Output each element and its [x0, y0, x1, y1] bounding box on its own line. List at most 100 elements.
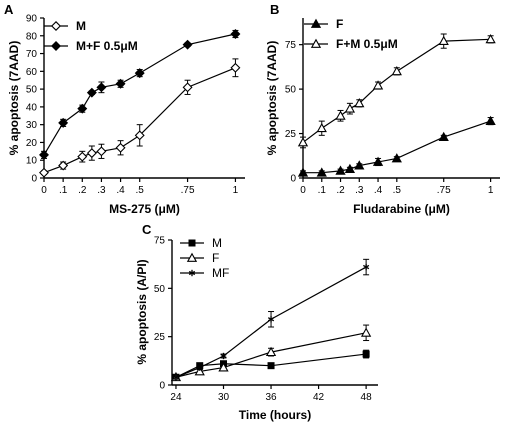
y-tick-label: 50	[154, 284, 166, 295]
data-point	[39, 167, 49, 178]
y-tick-label: 0	[290, 174, 296, 185]
data-point	[265, 346, 277, 357]
legend-entry: M	[180, 236, 222, 250]
x-tick-label: 1	[488, 185, 494, 196]
data-point	[363, 263, 370, 271]
legend-marker	[186, 252, 198, 262]
x-tick-label: .5	[393, 185, 402, 196]
y-tick-label: 40	[26, 102, 38, 113]
data-point	[172, 374, 180, 381]
y-tick-label: 75	[285, 40, 297, 51]
x-tick-label: .75	[181, 185, 195, 196]
data-point	[372, 80, 384, 90]
series-line	[303, 120, 491, 174]
x-tick-label: .2	[78, 185, 87, 196]
x-tick-label: .5	[136, 185, 145, 196]
legend-label: M+F 0.5μM	[76, 39, 138, 53]
data-point	[438, 131, 449, 142]
x-tick-label: 36	[265, 392, 277, 403]
data-point	[335, 165, 346, 175]
legend-marker	[51, 41, 61, 51]
data-point	[58, 160, 69, 171]
legend-entry: M+F 0.5μM	[44, 39, 138, 53]
y-tick-label: 25	[154, 332, 166, 343]
series-f-m-0-5-m	[297, 33, 496, 149]
data-point	[96, 146, 107, 157]
data-point	[86, 87, 97, 98]
data-point	[438, 35, 449, 46]
y-tick-label: 20	[26, 138, 38, 149]
series-f	[170, 324, 372, 382]
series-line	[43, 67, 236, 174]
x-tick-label: .3	[97, 185, 106, 196]
y-tick-label: 50	[285, 85, 297, 96]
data-point	[485, 34, 496, 44]
legend-entry: F	[180, 251, 219, 265]
data-point	[297, 167, 309, 177]
y-tick-label: 30	[26, 120, 38, 131]
data-point	[230, 62, 241, 73]
legend-entry: F	[304, 17, 343, 31]
series-m	[39, 58, 241, 178]
data-point	[194, 366, 205, 376]
series-mf	[172, 258, 370, 381]
x-tick-label: .1	[59, 185, 68, 196]
x-tick-label: .2	[336, 185, 345, 196]
data-point	[220, 352, 227, 360]
data-point	[362, 350, 370, 358]
data-point	[316, 167, 327, 177]
data-point	[115, 78, 126, 89]
legend-label: M	[212, 236, 222, 250]
data-point	[354, 160, 365, 170]
data-point	[354, 98, 365, 108]
panel-a: A 0 10 20 30 40 50 60 70 80 90 0 .1 .2 .3 .4 .5 .75 1 MS-27…	[4, 2, 245, 216]
y-tick-label: 70	[26, 49, 38, 60]
data-point	[344, 103, 356, 113]
data-point	[115, 142, 126, 153]
x-tick-label: .1	[318, 185, 327, 196]
panel-letter: A	[4, 2, 14, 17]
data-point	[360, 327, 372, 337]
y-tick-label: 0	[31, 174, 37, 185]
x-tick-label: 1	[233, 185, 239, 196]
x-axis-title: Time (hours)	[239, 408, 311, 422]
data-point	[230, 29, 241, 39]
y-tick-label: 25	[285, 129, 297, 140]
legend-entry: M	[44, 19, 86, 33]
y-tick-label: 90	[26, 14, 38, 25]
data-point	[485, 115, 496, 126]
data-point	[372, 156, 384, 166]
y-tick-label: 0	[159, 381, 165, 392]
data-point	[77, 103, 88, 114]
data-point	[134, 130, 145, 141]
data-point	[86, 148, 97, 159]
x-axis-title: Fludarabine (μM)	[353, 202, 450, 216]
data-point	[182, 82, 193, 93]
x-tick-label: 24	[170, 392, 182, 403]
y-tick-label: 10	[26, 156, 38, 167]
legend-entry: MF	[180, 266, 229, 280]
x-axis-title: MS-275 (μM)	[109, 202, 180, 216]
x-tick-label: .4	[374, 185, 383, 196]
data-point	[134, 68, 145, 79]
y-axis-title: % apoptosis (7AAD)	[265, 41, 279, 156]
legend-label: M	[76, 19, 86, 33]
data-point	[344, 163, 356, 174]
series-line	[302, 38, 491, 143]
legend-label: F	[336, 17, 343, 31]
data-point	[58, 117, 69, 128]
y-tick-label: 60	[26, 67, 38, 78]
y-axis-title: % apoptosis (7AAD)	[7, 41, 21, 156]
legend-label: F+M 0.5μM	[336, 37, 398, 51]
y-tick-label: 75	[154, 236, 166, 247]
legend-marker	[188, 269, 196, 277]
data-point	[335, 110, 346, 120]
x-tick-label: 0	[41, 185, 47, 196]
data-point	[267, 362, 275, 370]
series-f	[297, 115, 496, 177]
x-tick-label: .4	[116, 185, 125, 196]
y-axis-title: % apoptosis (A/PI)	[135, 259, 149, 364]
x-tick-label: 42	[313, 392, 325, 403]
data-point	[391, 66, 402, 76]
